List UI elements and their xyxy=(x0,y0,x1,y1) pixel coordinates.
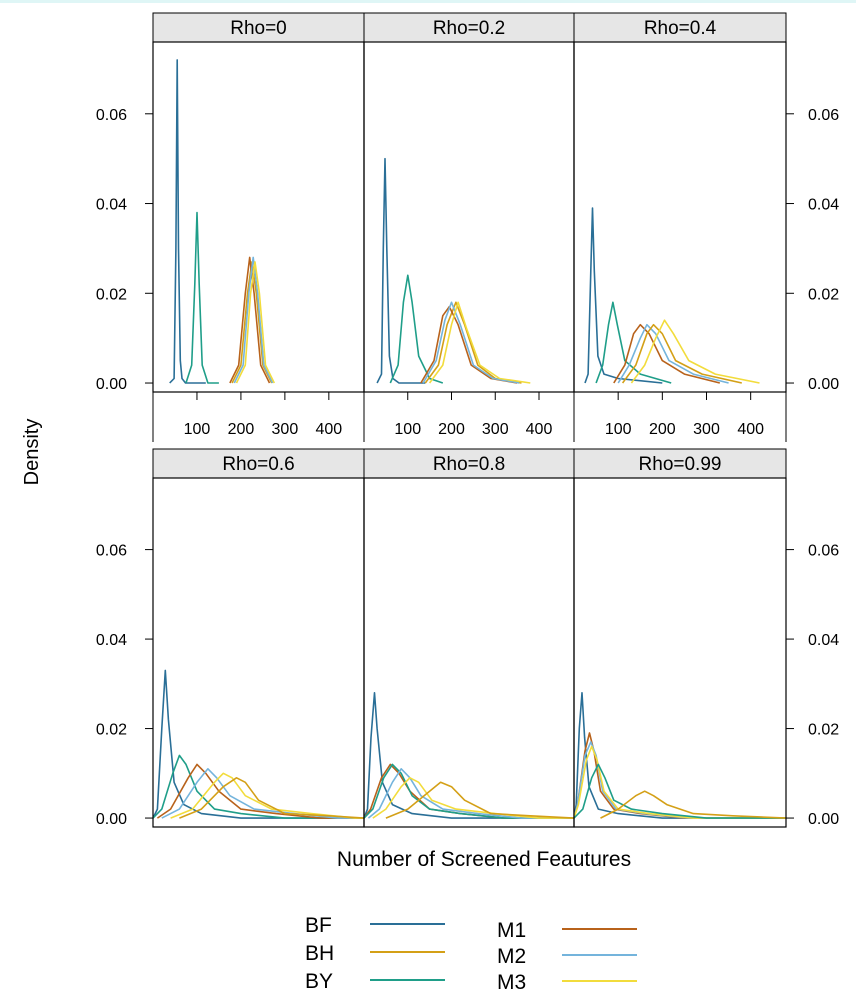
legend-label-by: BY xyxy=(305,970,333,993)
panel-rho-0-99: Rho=0.99 xyxy=(573,448,787,828)
y-tick-label-right: 0.00 xyxy=(808,376,839,393)
y-tick-label-left: 0.00 xyxy=(96,376,127,393)
panel-strip-label: Rho=0.99 xyxy=(639,454,722,475)
curve-by xyxy=(574,763,786,819)
curve-m2 xyxy=(617,323,729,384)
curve-m3 xyxy=(372,777,574,819)
y-tick-label-left: 0.06 xyxy=(96,107,127,124)
y-tick-label-right: 0.02 xyxy=(808,722,839,739)
curve-bf xyxy=(153,669,364,819)
panel-curves xyxy=(364,692,574,819)
curve-by xyxy=(185,211,219,384)
curve-m3 xyxy=(428,301,531,384)
curve-m3 xyxy=(235,261,276,384)
panel-curves xyxy=(584,207,760,384)
x-tick-label: 400 xyxy=(526,421,553,438)
legend-label-m3: M3 xyxy=(497,971,526,994)
curve-m2 xyxy=(422,301,520,384)
curve-m1 xyxy=(574,732,786,819)
y-axis-label: Density xyxy=(21,419,43,486)
x-tick-label: 300 xyxy=(272,421,299,438)
panel-curves xyxy=(376,157,531,384)
y-tick-label-right: 0.06 xyxy=(808,107,839,124)
curve-m2 xyxy=(367,768,574,819)
x-tick-label: 300 xyxy=(693,421,720,438)
legend-label-bf: BF xyxy=(305,914,332,937)
curve-m1 xyxy=(229,256,271,384)
panel-strip xyxy=(573,448,787,479)
x-tick-label: 300 xyxy=(482,421,509,438)
panel-rho-0-8: Rho=0.8 xyxy=(363,448,575,828)
curve-bh xyxy=(621,323,742,384)
legend-label-bh: BH xyxy=(305,942,334,965)
panel-curves xyxy=(153,669,364,819)
panel-rho-0-2: Rho=0.2 xyxy=(363,12,575,393)
panel-frame xyxy=(363,477,575,828)
panel-rho-0-4: Rho=0.4 xyxy=(573,12,787,393)
y-tick-label-left: 0.02 xyxy=(96,286,127,303)
panel-strip xyxy=(363,12,575,43)
panel-rho-0-6: Rho=0.6 xyxy=(152,448,365,828)
panel-frame xyxy=(573,477,787,828)
x-tick-label: 200 xyxy=(438,421,465,438)
curve-m2 xyxy=(233,256,274,384)
y-tick-label-left: 0.04 xyxy=(96,197,127,214)
panel-frame xyxy=(152,477,365,828)
x-tick-label: 400 xyxy=(315,421,342,438)
panel-strip-label: Rho=0.8 xyxy=(433,454,505,475)
panel-strip-label: Rho=0.6 xyxy=(222,454,294,475)
panel-rho-0: Rho=0 xyxy=(152,12,365,393)
curve-by xyxy=(153,754,364,819)
x-tick-label: 100 xyxy=(184,421,211,438)
curve-by xyxy=(389,274,444,384)
curve-bh xyxy=(385,781,574,819)
curve-m1 xyxy=(420,305,518,384)
x-axis-label: Number of Screened Feautures xyxy=(337,848,631,871)
panel-strip-label: Rho=0 xyxy=(230,18,287,39)
y-tick-label-right: 0.04 xyxy=(808,197,839,214)
y-tick-label-right: 0.00 xyxy=(808,811,839,828)
curve-m1 xyxy=(156,763,364,819)
panel-strip xyxy=(152,448,365,479)
curve-m3 xyxy=(574,745,786,819)
panel-frame xyxy=(573,41,787,393)
curve-bh xyxy=(179,777,364,819)
curve-by xyxy=(364,763,574,819)
panel-strip xyxy=(363,448,575,479)
panel-curves xyxy=(574,692,786,819)
panel-strip xyxy=(152,12,365,43)
legend-label-m2: M2 xyxy=(497,945,526,968)
x-tick-label: 200 xyxy=(649,421,676,438)
x-tick-label: 200 xyxy=(228,421,255,438)
y-tick-label-right: 0.02 xyxy=(808,286,839,303)
panel-strip-label: Rho=0.2 xyxy=(433,18,505,39)
x-tick-label: 100 xyxy=(394,421,421,438)
y-tick-label-left: 0.02 xyxy=(96,722,127,739)
curve-m3 xyxy=(630,319,760,384)
y-tick-label-right: 0.04 xyxy=(808,632,839,649)
legend-label-m1: M1 xyxy=(497,919,526,942)
curve-bh xyxy=(424,301,522,384)
y-tick-label-left: 0.04 xyxy=(96,632,127,649)
curve-bf xyxy=(376,157,426,384)
top-border xyxy=(0,0,856,3)
panel-strip-label: Rho=0.4 xyxy=(644,18,717,39)
x-tick-label: 400 xyxy=(737,421,764,438)
curve-bf xyxy=(364,692,574,819)
y-tick-label-left: 0.00 xyxy=(96,811,127,828)
curve-by xyxy=(595,301,672,384)
y-tick-label-left: 0.06 xyxy=(96,543,127,560)
curve-bf xyxy=(584,207,663,384)
x-tick-label: 100 xyxy=(605,421,632,438)
curve-bf xyxy=(169,59,206,384)
panel-curves xyxy=(169,59,276,384)
curve-bh xyxy=(600,790,786,819)
y-tick-label-right: 0.06 xyxy=(808,543,839,560)
legend: BF BH BY M1 M2 M3 xyxy=(305,914,637,994)
curve-m2 xyxy=(161,768,364,819)
